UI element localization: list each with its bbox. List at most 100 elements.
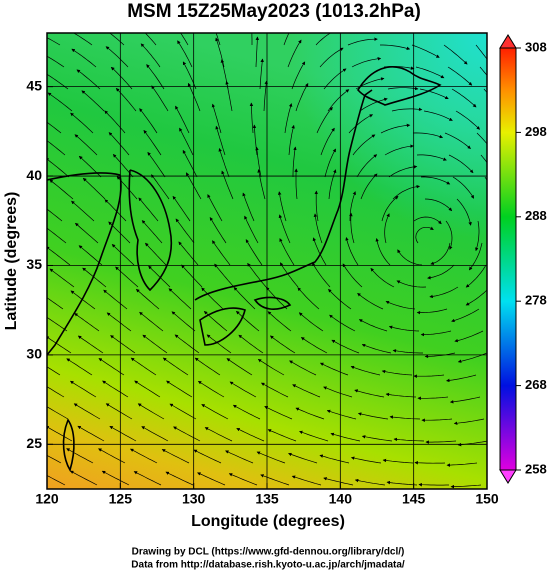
streamline (380, 123, 411, 134)
streamline (300, 337, 328, 354)
streamline (277, 191, 287, 222)
streamline (348, 114, 374, 134)
streamline (247, 262, 267, 288)
streamline (299, 430, 329, 442)
streamline (269, 335, 296, 354)
streamline (329, 314, 356, 332)
streamline (171, 311, 196, 332)
streamline (71, 48, 97, 68)
colorbar-tick-label: 308 (525, 39, 547, 54)
streamline (352, 134, 376, 156)
streamline (137, 403, 165, 420)
streamline (412, 132, 444, 139)
streamline (139, 108, 158, 134)
streamline (251, 33, 253, 45)
streamline (133, 471, 162, 486)
streamline (430, 242, 451, 265)
streamline (264, 406, 293, 420)
streamline (320, 127, 335, 156)
streamline (331, 339, 360, 354)
streamline (242, 192, 255, 222)
streamline (70, 290, 96, 310)
streamline (47, 227, 67, 244)
streamline (47, 121, 62, 134)
streamline (77, 425, 105, 442)
streamline (66, 358, 93, 376)
streamline (78, 245, 103, 266)
streamline (342, 263, 363, 288)
coastline-taiwan (62, 418, 75, 472)
streamline (177, 40, 193, 68)
streamline (232, 404, 261, 420)
y-tick-label: 35 (26, 256, 42, 272)
streamline (130, 357, 157, 376)
streamline (209, 217, 227, 244)
streamline (385, 392, 417, 398)
streamline (375, 238, 391, 266)
streamline (256, 451, 286, 464)
streamline (257, 169, 266, 200)
streamline (350, 456, 382, 464)
streamline (450, 484, 482, 489)
streamline (47, 208, 63, 222)
streamlines (47, 33, 487, 489)
streamline (187, 82, 201, 112)
streamline (179, 127, 194, 156)
coastline-kyushu (199, 307, 246, 346)
streamline (323, 68, 347, 90)
streamline (142, 334, 168, 354)
streamline (413, 216, 442, 225)
streamline (278, 214, 291, 244)
streamline (452, 176, 475, 199)
streamline (47, 316, 68, 332)
streamline (356, 154, 378, 178)
streamline (249, 102, 254, 134)
streamline (173, 426, 201, 442)
streamline (415, 66, 445, 79)
streamline (203, 311, 228, 332)
streamline (102, 380, 129, 398)
streamline (47, 37, 61, 46)
streamline (396, 280, 427, 288)
streamline (421, 418, 453, 422)
streamline (144, 33, 157, 46)
streamline (134, 380, 161, 398)
streamline (315, 33, 332, 46)
streamline (384, 144, 414, 156)
streamline (476, 132, 487, 145)
streamline (135, 288, 160, 310)
streamline (449, 396, 481, 404)
streamline (47, 157, 70, 178)
streamline (295, 407, 325, 420)
streamline (420, 330, 452, 337)
streamline (225, 450, 254, 464)
streamline (148, 265, 171, 288)
plot-area (47, 33, 487, 489)
streamline (193, 449, 222, 464)
streamline (180, 33, 189, 46)
x-tick-label: 145 (402, 491, 426, 507)
colorbar-tick-label: 288 (525, 208, 547, 223)
streamline (244, 215, 259, 244)
streamline (101, 470, 130, 486)
streamline (74, 313, 100, 332)
streamline (109, 425, 137, 442)
coastline-shikoku (253, 296, 292, 310)
title: MSM 15Z25May2023 (1013.2hPa) (127, 1, 421, 22)
x-tick-label: 125 (109, 491, 133, 507)
streamline (151, 85, 169, 112)
streamline (162, 357, 189, 376)
streamline (110, 335, 136, 354)
streamline (106, 312, 132, 332)
streamline (323, 386, 353, 398)
streamline (417, 396, 449, 401)
streamline (284, 103, 293, 134)
streamline (324, 148, 336, 178)
streamline (292, 146, 297, 177)
streamline (255, 36, 260, 68)
streamline (178, 241, 199, 266)
streamline (265, 286, 288, 310)
streamline (47, 475, 66, 486)
streamline (197, 380, 225, 398)
streamline (259, 58, 264, 90)
